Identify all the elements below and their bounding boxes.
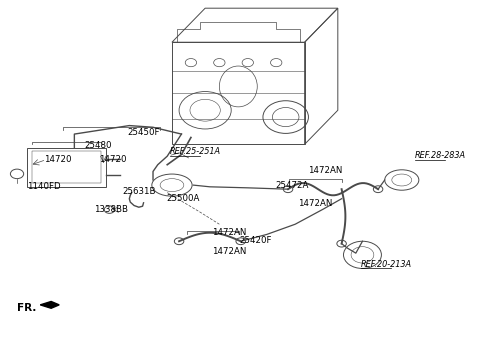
Bar <box>27 148 106 187</box>
Text: 1338BB: 1338BB <box>94 205 128 214</box>
Text: 1472AN: 1472AN <box>309 166 343 175</box>
Text: 25472A: 25472A <box>275 181 309 190</box>
Text: 25500A: 25500A <box>166 194 200 203</box>
Text: REF.25-251A: REF.25-251A <box>169 147 221 156</box>
Text: 25631B: 25631B <box>122 187 156 197</box>
Text: 25420F: 25420F <box>239 236 272 245</box>
Text: 1140FD: 1140FD <box>27 182 61 191</box>
Text: REF.20-213A: REF.20-213A <box>360 260 411 269</box>
Text: 14720: 14720 <box>44 155 72 164</box>
Bar <box>32 151 101 184</box>
Text: REF.28-283A: REF.28-283A <box>415 151 466 160</box>
Text: 1472AN: 1472AN <box>212 247 247 256</box>
Polygon shape <box>40 301 59 308</box>
Text: 25480: 25480 <box>84 141 112 151</box>
Text: 14720: 14720 <box>98 155 126 164</box>
Text: 25450F: 25450F <box>127 128 159 137</box>
Text: 1472AN: 1472AN <box>212 228 247 237</box>
Text: 1472AN: 1472AN <box>298 199 332 208</box>
Text: FR.: FR. <box>16 303 36 313</box>
